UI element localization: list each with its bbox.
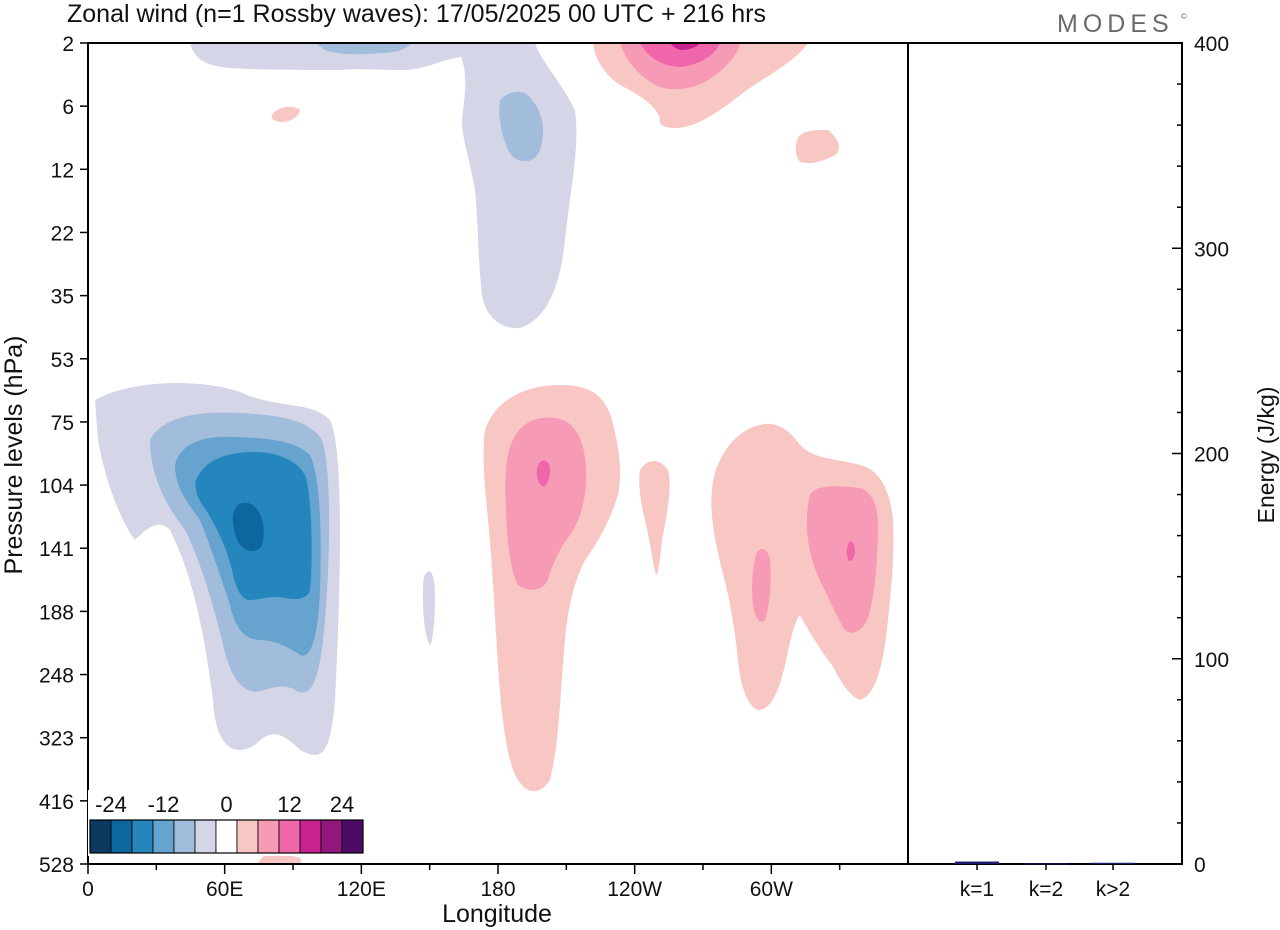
colorbar-swatch	[236, 819, 259, 854]
colorbar-label: -12	[148, 792, 180, 817]
colorbar-label: 0	[220, 792, 232, 817]
energy-plot-frame	[907, 42, 1183, 865]
contour-pos-20-top	[670, 43, 700, 50]
y-tick-label: 12	[51, 159, 74, 182]
energy-tick-label: 0	[1194, 854, 1206, 877]
colorbar-swatch	[257, 819, 280, 854]
energy-tick-label: 200	[1194, 444, 1229, 467]
y-tick-label: 53	[51, 349, 74, 372]
contour-pos-10-center	[505, 417, 587, 590]
contour-pos-15-center	[536, 460, 551, 487]
contour-pos-10-east1	[752, 548, 771, 622]
energy-bars: k=1 k=2 k>2	[955, 861, 1135, 901]
contour-neg-10-north	[315, 43, 412, 55]
x-tick-label: 60E	[206, 878, 243, 901]
energy-category-label: k=2	[1029, 878, 1063, 901]
x-tick-label: 60W	[750, 878, 793, 901]
colorbar-swatch	[152, 819, 175, 854]
y-tick-label: 2	[62, 33, 74, 56]
contour-pos-5-small1	[271, 106, 300, 122]
energy-axis-title: Energy (J/kg)	[1253, 387, 1279, 524]
colorbar-label: -24	[95, 792, 127, 817]
colorbar-swatch	[215, 819, 238, 854]
energy-category-label: k=1	[960, 878, 994, 901]
colorbar-swatch	[299, 819, 322, 854]
x-tick-label: 0	[82, 878, 94, 901]
y-tick-label: 104	[39, 475, 74, 498]
y-tick-label: 323	[39, 728, 74, 751]
x-tick-label: 120E	[337, 878, 386, 901]
energy-tick-label: 300	[1194, 238, 1229, 261]
x-axis-title: Longitude	[442, 900, 552, 928]
energy-tick-label: 100	[1194, 649, 1229, 672]
colorbar-frame	[89, 819, 364, 854]
y-tick-label: 141	[39, 538, 74, 561]
colorbar-swatch	[320, 819, 343, 854]
energy-bar	[955, 861, 999, 864]
modes-logo-mark: ©	[1181, 12, 1187, 21]
colorbar-swatch	[89, 819, 112, 854]
contour-neg-5-north	[190, 43, 505, 70]
colorbar-swatch	[341, 819, 364, 854]
x-axis: 0 60E 120E 180 120W 60W	[82, 864, 841, 901]
y-tick-label: 35	[51, 286, 74, 309]
colorbar: -24 -12 0 12 24	[88, 790, 365, 856]
energy-category-label: k>2	[1096, 878, 1130, 901]
energy-bar	[1091, 862, 1135, 864]
colorbar-swatch	[194, 819, 217, 854]
energy-axis: 0 100 200 300 400	[1172, 33, 1229, 877]
contour-neg-25-west	[232, 502, 264, 551]
x-tick-label: 120W	[607, 878, 662, 901]
y-tick-label: 22	[51, 222, 74, 245]
y-tick-label: 248	[39, 665, 74, 688]
colorbar-swatch	[131, 819, 154, 854]
y-axis: 2 6 12 22 35 53 75 104 141 188 248 323 416 528	[39, 33, 88, 877]
y-tick-label: 416	[39, 791, 74, 814]
colorbar-label: 12	[277, 792, 301, 817]
contour-pos-15-top	[640, 43, 720, 67]
y-axis-title: Pressure levels (hPa)	[0, 336, 28, 575]
contour-pos-10-east2	[806, 486, 878, 633]
energy-tick-label: 400	[1194, 33, 1229, 56]
x-tick-label: 180	[480, 878, 515, 901]
energy-bar	[1024, 863, 1068, 865]
colorbar-swatch	[278, 819, 301, 854]
contour-neg-10-column	[499, 91, 544, 162]
contour-pos-5-small2	[795, 130, 840, 164]
modes-logo: MODES	[1057, 10, 1174, 38]
contour-pos-5-mid	[639, 461, 670, 575]
contour-field	[95, 43, 894, 864]
contour-pos-15-east	[846, 541, 855, 562]
chart-title: Zonal wind (n=1 Rossby waves): 17/05/202…	[67, 0, 766, 28]
contour-neg-5-small	[423, 571, 435, 645]
y-tick-label: 528	[39, 854, 74, 877]
y-tick-label: 188	[39, 601, 74, 624]
y-tick-label: 6	[62, 96, 74, 119]
y-tick-label: 75	[51, 412, 74, 435]
colorbar-swatch	[110, 819, 133, 854]
contour-neg-5-column	[445, 43, 577, 329]
colorbar-label: 24	[330, 792, 354, 817]
colorbar-swatch	[173, 819, 196, 854]
